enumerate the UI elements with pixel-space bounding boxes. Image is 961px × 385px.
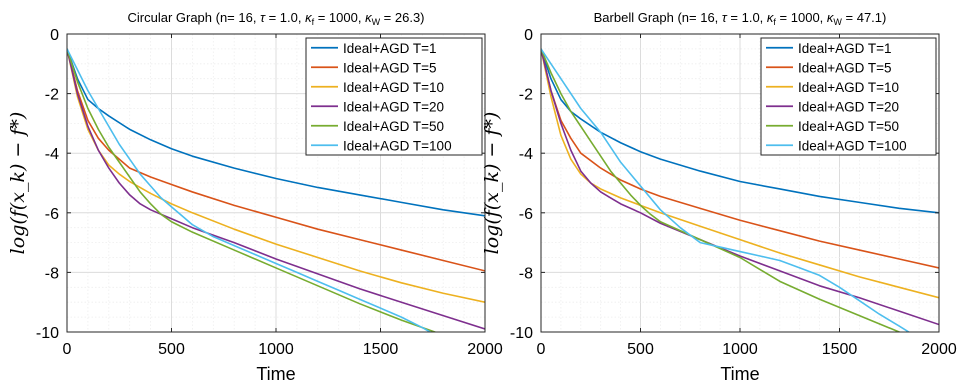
y-tick-label: -4 — [519, 146, 533, 163]
legend-entry: Ideal+AGD T=20 — [343, 99, 444, 114]
series-line — [541, 48, 902, 332]
legend-entry: Ideal+AGD T=10 — [798, 80, 899, 95]
legend-box — [760, 37, 937, 156]
legend: Ideal+AGD T=1 Ideal+AGD T=5 Ideal+AGD T=10… — [305, 37, 483, 156]
series-line — [541, 48, 939, 326]
chart-title: Circular Graph (n= 16, τ = 1.0, κf = 100… — [127, 10, 424, 27]
title-kappa-f-sub: f — [773, 17, 776, 27]
title-tau-value: = 1.0, — [265, 10, 305, 25]
barbell-graph-panel: Barbell Graph (n= 16, τ = 1.0, κf = 1000… — [481, 10, 957, 384]
legend: Ideal+AGD T=1 Ideal+AGD T=5 Ideal+AGD T=10… — [760, 37, 937, 156]
legend-entry: Ideal+AGD T=50 — [798, 119, 899, 134]
axis-ticks: 0 500 1000 1500 2000 0 -2 -4 -6 -8 -10 — [36, 27, 503, 358]
series-line — [541, 48, 939, 214]
legend-entry: Ideal+AGD T=10 — [343, 80, 444, 95]
series-layer — [541, 48, 939, 332]
title-tau: τ — [260, 10, 266, 25]
legend-entry: Ideal+AGD T=50 — [343, 119, 444, 134]
chart-title: Barbell Graph (n= 16, τ = 1.0, κf = 1000… — [594, 10, 887, 27]
title-kappa-w-value: = 47.1) — [842, 10, 886, 25]
title-kappa-f: κ — [305, 10, 313, 25]
title-tau: τ — [722, 10, 728, 25]
x-tick-label: 1000 — [722, 341, 758, 358]
legend-entry: Ideal+AGD T=100 — [343, 138, 452, 153]
title-kappa-w-sub: W — [372, 17, 381, 27]
circular-graph-panel: Circular Graph (n= 16, τ = 1.0, κf = 100… — [7, 10, 503, 384]
x-tick-label: 500 — [158, 341, 185, 358]
y-tick-label: -8 — [519, 265, 533, 282]
title-kappa-f-sub: f — [312, 17, 315, 27]
x-tick-label: 0 — [537, 341, 546, 358]
x-tick-label: 1500 — [363, 341, 399, 358]
title-kappa-f: κ — [767, 10, 775, 25]
series-line — [67, 48, 432, 332]
series-line — [67, 48, 485, 217]
legend-entry: Ideal+AGD T=5 — [343, 60, 437, 75]
axis-ticks: 0 500 1000 1500 2000 0 -2 -4 -6 -8 -10 — [510, 27, 957, 358]
title-kappa-w-sub: W — [833, 17, 842, 27]
y-tick-label: -4 — [45, 146, 59, 163]
y-tick-label: 0 — [50, 27, 59, 44]
title-kappa-w: κ — [827, 10, 835, 25]
y-tick-label: 0 — [524, 27, 533, 44]
title-kappa-w: κ — [365, 10, 373, 25]
y-tick-label: -6 — [45, 206, 59, 223]
y-tick-label: -2 — [45, 87, 59, 104]
series-line — [67, 48, 485, 272]
title-prefix: Barbell Graph (n= 16, — [594, 10, 722, 25]
y-tick-label: -6 — [519, 206, 533, 223]
y-tick-label: -10 — [36, 325, 59, 342]
series-line — [67, 48, 438, 332]
x-axis-label: Time — [720, 364, 759, 384]
legend-entry: Ideal+AGD T=1 — [343, 41, 437, 56]
x-tick-label: 0 — [63, 341, 72, 358]
title-prefix: Circular Graph (n= 16, — [127, 10, 260, 25]
y-tick-label: -10 — [510, 325, 533, 342]
x-axis-label: Time — [256, 364, 295, 384]
x-tick-label: 2000 — [921, 341, 957, 358]
legend-entry: Ideal+AGD T=5 — [798, 60, 892, 75]
legend-box — [305, 37, 483, 156]
legend-entry: Ideal+AGD T=20 — [798, 99, 899, 114]
title-tau-value: = 1.0, — [727, 10, 767, 25]
y-tick-label: -8 — [45, 265, 59, 282]
x-tick-label: 1500 — [822, 341, 858, 358]
y-axis-label: log(f(x_k) − f*) — [481, 112, 503, 255]
legend-entry: Ideal+AGD T=100 — [798, 138, 907, 153]
x-tick-label: 500 — [627, 341, 654, 358]
x-tick-label: 2000 — [467, 341, 503, 358]
legend-entry: Ideal+AGD T=1 — [798, 41, 892, 56]
title-kappa-f-value: = 1000, — [776, 10, 827, 25]
title-kappa-w-value: = 26.3) — [380, 10, 424, 25]
y-tick-label: -2 — [519, 87, 533, 104]
series-line — [541, 48, 939, 269]
title-kappa-f-value: = 1000, — [314, 10, 365, 25]
series-layer — [67, 48, 485, 332]
x-tick-label: 1000 — [258, 341, 294, 358]
series-line — [541, 48, 911, 332]
y-axis-label: log(f(x_k) − f*) — [7, 112, 29, 255]
